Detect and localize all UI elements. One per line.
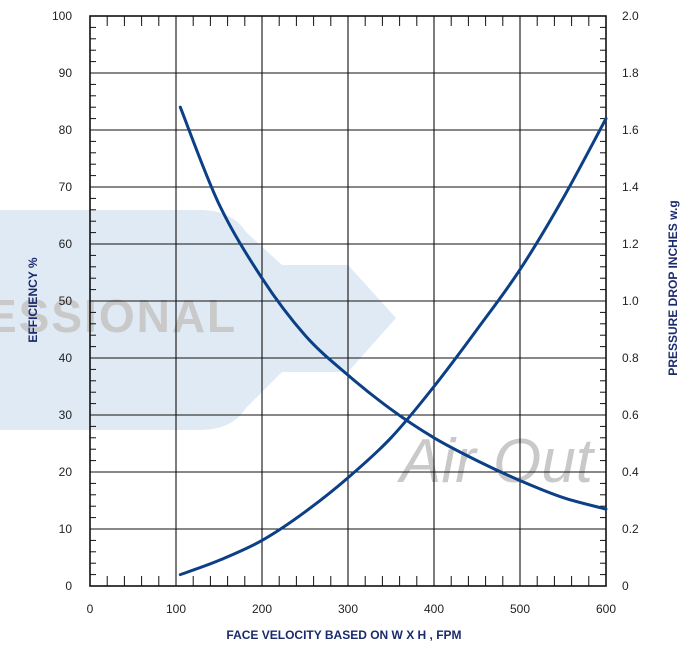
left-y-tick-label: 20 bbox=[59, 465, 73, 479]
left-y-tick-label: 90 bbox=[59, 66, 73, 80]
x-tick-label: 200 bbox=[252, 602, 272, 616]
x-tick-labels: 0 100 200 300 400 500 600 bbox=[87, 602, 617, 616]
curves bbox=[178, 105, 608, 577]
right-y-tick-label: 1.4 bbox=[622, 180, 639, 194]
right-y-tick-labels: 0 0.2 0.4 0.6 0.8 1.0 1.2 1.4 1.6 1.8 2.0 bbox=[622, 9, 639, 593]
x-tick-label: 300 bbox=[338, 602, 358, 616]
left-y-axis-title: EFFICIENCY % bbox=[26, 257, 40, 342]
right-y-axis-title: PRESSURE DROP INCHES w.g bbox=[666, 200, 680, 375]
x-tick-label: 400 bbox=[424, 602, 444, 616]
x-tick-label: 100 bbox=[166, 602, 186, 616]
right-y-tick-label: 0.8 bbox=[622, 351, 639, 365]
right-y-tick-label: 0.6 bbox=[622, 408, 639, 422]
right-y-tick-label: 1.0 bbox=[622, 294, 639, 308]
right-y-tick-label: 1.8 bbox=[622, 66, 639, 80]
watermark-right-text: Air Out bbox=[396, 427, 596, 496]
watermark-left-text: ESSIONAL bbox=[0, 290, 237, 342]
right-y-tick-label: 0.4 bbox=[622, 465, 639, 479]
x-tick-label: 600 bbox=[596, 602, 616, 616]
left-y-tick-label: 50 bbox=[59, 294, 73, 308]
right-y-tick-label: 1.6 bbox=[622, 123, 639, 137]
efficiency-curve bbox=[178, 105, 608, 511]
x-axis-title: FACE VELOCITY BASED ON W X H , FPM bbox=[226, 628, 461, 642]
grid bbox=[90, 15, 606, 587]
left-y-tick-labels: 0 10 20 30 40 50 60 70 80 90 100 bbox=[52, 9, 72, 593]
left-y-tick-label: 40 bbox=[59, 351, 73, 365]
right-y-tick-label: 2.0 bbox=[622, 9, 639, 23]
pressure-drop-curve bbox=[178, 117, 608, 577]
left-y-tick-label: 30 bbox=[59, 408, 73, 422]
left-y-tick-label: 60 bbox=[59, 237, 73, 251]
watermark-arrow-shape bbox=[0, 210, 396, 430]
right-y-tick-label: 0 bbox=[622, 579, 629, 593]
x-tick-label: 500 bbox=[510, 602, 530, 616]
left-y-tick-label: 100 bbox=[52, 9, 72, 23]
watermark: ESSIONAL Air Out bbox=[0, 210, 596, 496]
plot-border bbox=[89, 15, 607, 587]
left-y-tick-label: 80 bbox=[59, 123, 73, 137]
left-y-tick-label: 70 bbox=[59, 180, 73, 194]
plot-frame bbox=[89, 15, 607, 587]
x-tick-label: 0 bbox=[87, 602, 94, 616]
right-y-tick-label: 0.2 bbox=[622, 522, 639, 536]
left-y-tick-label: 10 bbox=[59, 522, 73, 536]
left-y-tick-label: 0 bbox=[65, 579, 72, 593]
right-y-tick-label: 1.2 bbox=[622, 237, 639, 251]
